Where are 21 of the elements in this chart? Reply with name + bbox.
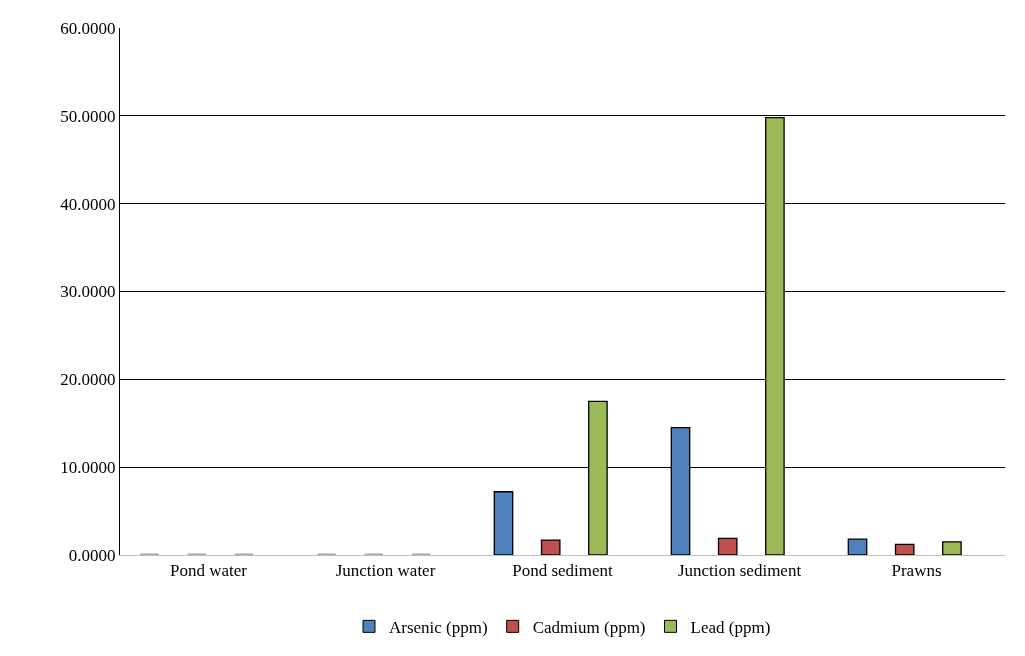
y-tick-label: 40.0000: [60, 194, 116, 214]
y-tick-label: 20.0000: [60, 370, 116, 390]
x-tick-label: Prawns: [891, 561, 942, 581]
bar: [894, 543, 915, 555]
y-tick-label: 30.0000: [60, 282, 116, 302]
bar: [540, 539, 561, 555]
legend-label: Arsenic (ppm): [389, 617, 488, 637]
y-tick-label: 10.0000: [60, 458, 116, 478]
y-tick-label: 50.0000: [60, 106, 116, 126]
legend-label: Cadmium (ppm): [532, 617, 646, 637]
y-tick-label: 0.0000: [68, 545, 116, 565]
bar: [493, 491, 514, 555]
x-tick-label: Pond water: [170, 561, 248, 581]
y-tick-label: 60.0000: [60, 18, 116, 38]
bar: [942, 541, 962, 555]
x-tick-label: Junction sediment: [677, 561, 802, 581]
x-tick-label: Pond sediment: [512, 561, 614, 581]
legend-label: Lead (ppm): [690, 617, 771, 637]
bar: [717, 537, 738, 555]
x-tick-label: Junction water: [335, 561, 436, 581]
bar: [847, 538, 868, 555]
